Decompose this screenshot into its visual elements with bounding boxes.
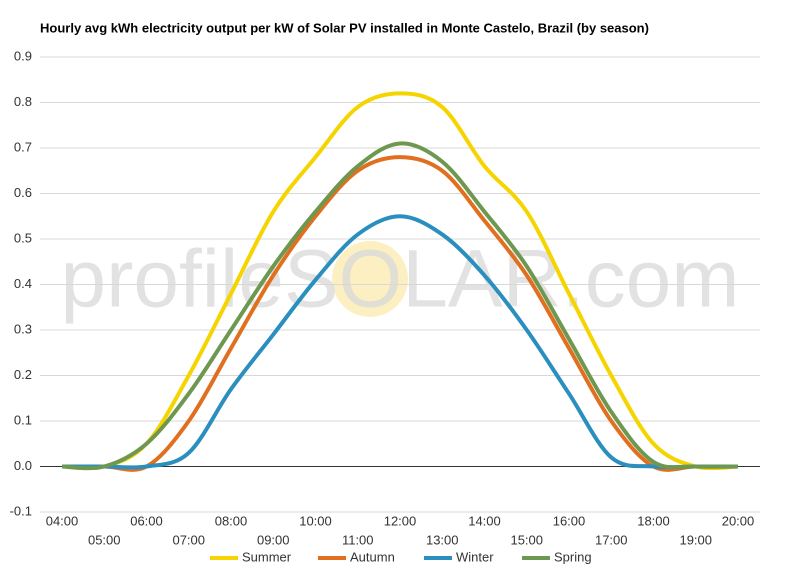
x-tick-label: 13:00: [426, 532, 459, 547]
x-tick-label: 14:00: [468, 513, 501, 528]
line-series: [62, 214, 738, 470]
y-tick-label: 0.7: [14, 139, 32, 154]
y-tick-label: -0.1: [10, 503, 32, 518]
line-series: [61, 91, 739, 471]
x-tick-label: 12:00: [384, 513, 417, 528]
x-tick-label: 06:00: [130, 513, 163, 528]
line-series: [61, 141, 739, 471]
x-tick-label: 08:00: [215, 513, 248, 528]
watermark-sun: [332, 241, 408, 317]
x-tick-label: 16:00: [553, 513, 586, 528]
x-tick-label: 15:00: [510, 532, 543, 547]
x-tick-label: 11:00: [342, 532, 374, 547]
line-series: [62, 155, 738, 472]
legend-label: Spring: [554, 549, 592, 564]
y-tick-label: 0.1: [14, 412, 32, 427]
y-tick-label: 0.8: [14, 94, 32, 109]
y-tick-label: 0.9: [14, 48, 32, 63]
x-tick-label: 07:00: [172, 532, 205, 547]
y-tick-label: 0.5: [14, 230, 32, 245]
x-tick-label: 05:00: [88, 532, 121, 547]
legend-label: Summer: [242, 549, 292, 564]
y-tick-label: 0.6: [14, 185, 32, 200]
chart-title: Hourly avg kWh electricity output per kW…: [40, 20, 649, 35]
watermark: profileSOLAR.com: [60, 234, 739, 325]
x-tick-label: 18:00: [637, 513, 670, 528]
x-tick-label: 17:00: [595, 532, 628, 547]
y-tick-label: 0.3: [14, 321, 32, 336]
x-tick-label: 04:00: [46, 513, 79, 528]
y-tick-label: 0.4: [14, 276, 32, 291]
y-tick-label: 0.0: [14, 458, 32, 473]
x-tick-label: 19:00: [679, 532, 712, 547]
x-tick-label: 09:00: [257, 532, 290, 547]
x-tick-label: 20:00: [722, 513, 755, 528]
legend-label: Winter: [456, 549, 494, 564]
y-tick-label: 0.2: [14, 367, 32, 382]
x-tick-label: 10:00: [299, 513, 332, 528]
legend-label: Autumn: [350, 549, 395, 564]
